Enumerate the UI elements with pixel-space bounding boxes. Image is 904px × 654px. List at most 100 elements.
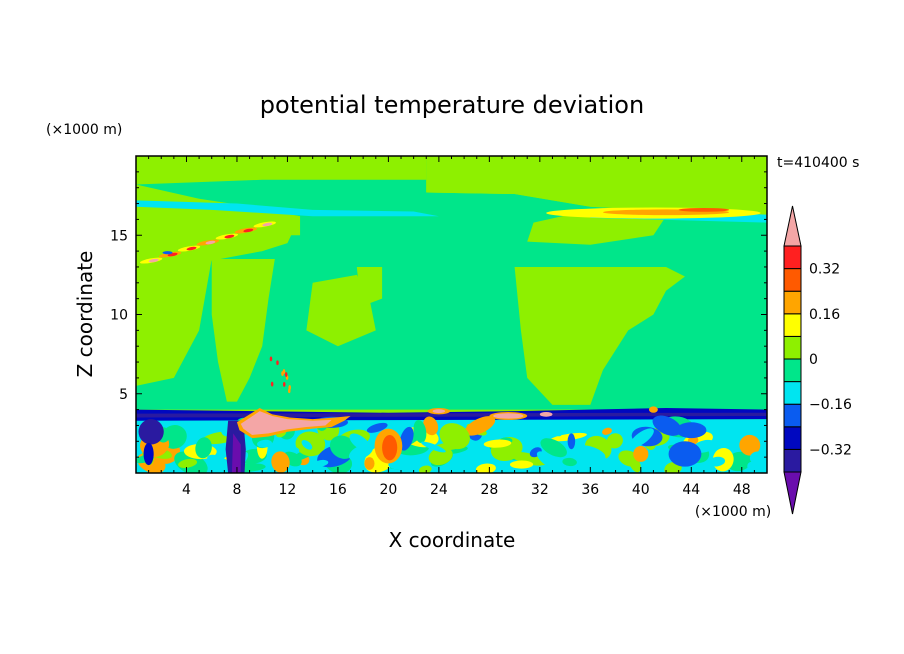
lime-region bbox=[136, 235, 288, 267]
colorbar-label: 0.16 bbox=[809, 307, 840, 323]
colorbar-label: −0.16 bbox=[809, 397, 852, 413]
turbulent-eddy bbox=[271, 451, 290, 473]
warm-streak bbox=[205, 240, 216, 245]
colorbar-label: 0 bbox=[809, 352, 818, 368]
turbulent-eddy bbox=[606, 433, 623, 449]
x-axis: 4 8 12 16 20 24 28 32 36 40 44 48 bbox=[148, 156, 755, 498]
colorbar-min-arrow bbox=[783, 471, 802, 515]
time-label: t=410400 s bbox=[777, 155, 859, 171]
lime-region bbox=[211, 259, 275, 402]
colorbar-swatch bbox=[783, 245, 802, 270]
turbulent-eddy bbox=[739, 434, 761, 456]
turbulent-eddy bbox=[562, 457, 577, 467]
turbulent-eddy bbox=[536, 451, 562, 470]
x-unit-label: (×1000 m) bbox=[695, 504, 771, 520]
warm-spot bbox=[270, 381, 274, 387]
y-tick-label: 5 bbox=[119, 387, 128, 403]
warm-streak bbox=[678, 207, 730, 212]
turbulent-eddy bbox=[257, 439, 273, 448]
colorbar-swatch bbox=[783, 290, 802, 315]
turbulent-eddy bbox=[439, 423, 470, 450]
cyan-band bbox=[136, 200, 439, 217]
colorbar: 0.32 0.16 0 −0.16 −0.32 bbox=[783, 205, 852, 515]
colorbar-label: 0.32 bbox=[809, 262, 840, 278]
lime-region bbox=[514, 266, 685, 405]
chart-title: potential temperature deviation bbox=[260, 91, 644, 119]
warm-spot bbox=[649, 406, 658, 413]
colorbar-swatch bbox=[783, 313, 802, 337]
y-tick-label: 10 bbox=[110, 308, 128, 324]
warm-spot bbox=[276, 360, 279, 366]
y-tick-label: 15 bbox=[110, 228, 128, 244]
cool-core bbox=[143, 442, 154, 466]
turbulent-eddy bbox=[548, 427, 562, 437]
colorbar-swatch bbox=[783, 335, 802, 360]
colorbar-max-arrow bbox=[783, 205, 802, 247]
x-tick-label: 20 bbox=[379, 482, 397, 498]
x-tick-label: 48 bbox=[733, 482, 751, 498]
colorbar-swatch bbox=[783, 268, 802, 292]
x-axis-label: X coordinate bbox=[389, 528, 516, 552]
heatmap-field bbox=[136, 156, 767, 473]
lime-region bbox=[136, 259, 212, 386]
turbulent-eddy bbox=[585, 446, 610, 469]
lime-region bbox=[136, 156, 427, 185]
turbulent-eddy bbox=[399, 426, 414, 451]
turbulent-eddy bbox=[313, 459, 329, 467]
turbulent-eddy bbox=[348, 444, 373, 461]
turbulent-eddy bbox=[483, 439, 512, 448]
turbulent-eddy bbox=[428, 447, 453, 466]
warm-spot bbox=[493, 413, 524, 419]
x-tick-label: 24 bbox=[430, 482, 448, 498]
x-tick-label: 28 bbox=[480, 482, 498, 498]
cold-column bbox=[231, 433, 241, 473]
warm-streak bbox=[243, 228, 254, 233]
warm-spot bbox=[284, 372, 288, 377]
turbulent-eddy bbox=[475, 463, 496, 473]
warm-core bbox=[382, 434, 398, 461]
x-tick-label: 4 bbox=[182, 482, 191, 498]
turbulent-eddy bbox=[285, 445, 300, 453]
pink-anomaly bbox=[240, 411, 332, 435]
lime-region bbox=[426, 156, 767, 217]
cool-core bbox=[668, 441, 702, 467]
warm-spot bbox=[539, 411, 553, 417]
x-tick-label: 40 bbox=[632, 482, 650, 498]
x-tick-label: 36 bbox=[581, 482, 599, 498]
inversion-band bbox=[136, 412, 767, 418]
lime-region bbox=[306, 274, 376, 347]
turbulent-eddy bbox=[511, 452, 547, 466]
turbulent-eddy bbox=[418, 465, 432, 473]
cool-core bbox=[676, 422, 707, 439]
turbulent-eddy bbox=[195, 437, 212, 459]
turbulent-eddy bbox=[301, 439, 313, 450]
turbulent-eddy bbox=[602, 427, 612, 435]
y-axis: 5 10 15 bbox=[110, 171, 767, 458]
y-axis-label: Z coordinate bbox=[73, 251, 97, 378]
turbulent-eddy bbox=[540, 438, 567, 458]
warm-spot bbox=[269, 356, 273, 362]
turbulent-eddy bbox=[747, 461, 761, 473]
turbulent-eddy bbox=[749, 451, 764, 464]
x-tick-label: 16 bbox=[329, 482, 347, 498]
x-tick-label: 12 bbox=[279, 482, 297, 498]
warm-streak bbox=[186, 246, 197, 251]
warm-streak bbox=[224, 234, 235, 239]
cool-core bbox=[138, 419, 164, 445]
warm-spot bbox=[432, 409, 446, 414]
turbulent-eddy bbox=[464, 416, 496, 436]
turbulent-eddy bbox=[708, 456, 726, 467]
y-unit-label: (×1000 m) bbox=[46, 122, 122, 138]
cool-streak bbox=[162, 251, 173, 255]
colorbar-swatch bbox=[783, 381, 802, 405]
colorbar-swatch bbox=[783, 426, 802, 450]
turbulent-eddy bbox=[423, 416, 439, 436]
x-tick-label: 44 bbox=[682, 482, 700, 498]
turbulent-eddy bbox=[421, 441, 446, 453]
warm-core bbox=[633, 446, 649, 462]
colorbar-swatch bbox=[783, 448, 802, 473]
turbulent-eddy bbox=[366, 422, 388, 433]
turbulent-eddy bbox=[652, 415, 682, 436]
warm-spot bbox=[282, 382, 286, 387]
